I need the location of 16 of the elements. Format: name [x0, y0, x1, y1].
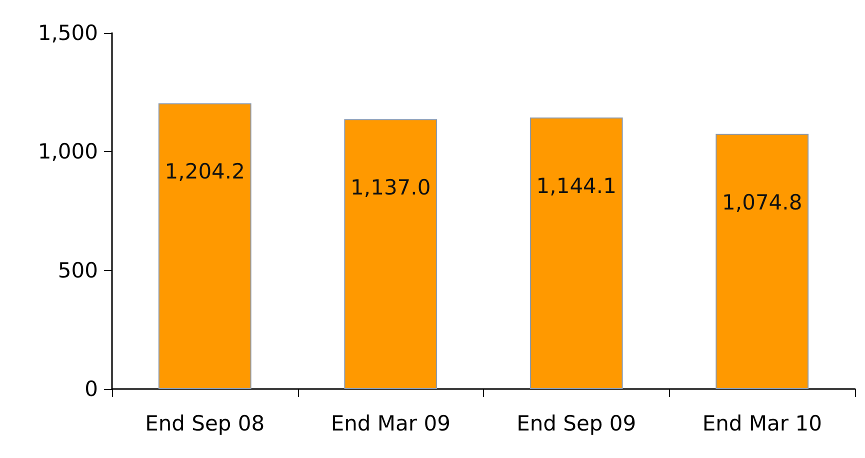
y-tick-label: 0: [84, 377, 98, 401]
y-tick-label: 1,000: [38, 140, 98, 164]
x-tick-label: End Sep 09: [516, 412, 636, 436]
data-label: 1,074.8: [722, 190, 802, 214]
data-label: 1,137.0: [350, 176, 431, 200]
bar: [344, 119, 438, 389]
bar: [158, 103, 252, 389]
x-tick-label: End Mar 10: [702, 412, 822, 436]
bar: [530, 117, 623, 389]
bar: [716, 134, 809, 389]
data-label: 1,144.1: [536, 174, 616, 198]
y-tick-label: 1,500: [38, 21, 98, 45]
y-tick-label: 500: [58, 258, 98, 282]
x-tick-label: End Sep 08: [145, 412, 265, 436]
data-label: 1,204.2: [164, 160, 245, 184]
x-tick-label: End Mar 09: [330, 412, 450, 436]
